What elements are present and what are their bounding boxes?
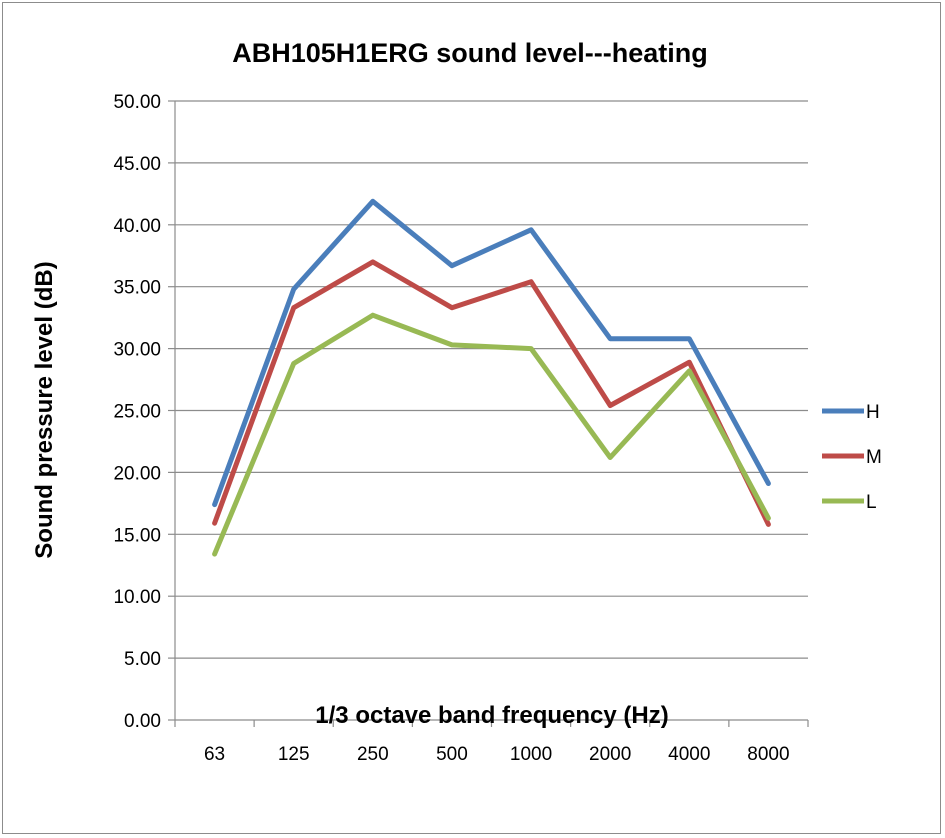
y-tick-label: 10.00 [113, 587, 161, 608]
legend: H M L [822, 402, 882, 513]
y-tick-label: 20.00 [113, 463, 161, 484]
y-tick-label: 50.00 [113, 92, 161, 113]
x-tick-label: 63 [204, 744, 225, 765]
legend-label-M: M [866, 447, 882, 468]
series-line-L [212, 312, 771, 557]
x-tick-labels: 63 125 250 500 1000 2000 4000 8000 [204, 744, 790, 765]
y-tick-labels: 0.00 5.00 10.00 15.00 20.00 25.00 30.00 35.00 40… [113, 92, 161, 732]
legend-label-H: H [866, 402, 880, 423]
x-tick-label: 8000 [747, 744, 789, 765]
y-tick-label: 5.00 [124, 649, 161, 670]
y-tick-label: 15.00 [113, 525, 161, 546]
y-tick-label: 40.00 [113, 216, 161, 237]
chart-title: ABH105H1ERG sound level---heating [232, 38, 708, 68]
y-axis-title: Sound pressure level (dB) [31, 261, 58, 558]
axes [174, 101, 809, 727]
y-tick-label: 25.00 [113, 402, 161, 423]
legend-label-L: L [866, 492, 877, 513]
x-tick-label: 250 [357, 744, 389, 765]
series-line-M [212, 259, 771, 527]
y-tick-label: 45.00 [113, 154, 161, 175]
x-tick-label: 500 [436, 744, 468, 765]
x-tick-label: 125 [278, 744, 310, 765]
x-tick-label: 2000 [589, 744, 631, 765]
y-tick-label: 0.00 [124, 711, 161, 732]
y-tick-label: 35.00 [113, 278, 161, 299]
x-tick-label: 1000 [510, 744, 552, 765]
series-lines [212, 198, 771, 557]
gridlines [168, 100, 808, 721]
series-line-H [212, 198, 771, 508]
x-tick-label: 4000 [668, 744, 710, 765]
x-axis-title: 1/3 octave band frequency (Hz) [315, 702, 668, 729]
y-tick-label: 30.00 [113, 340, 161, 361]
